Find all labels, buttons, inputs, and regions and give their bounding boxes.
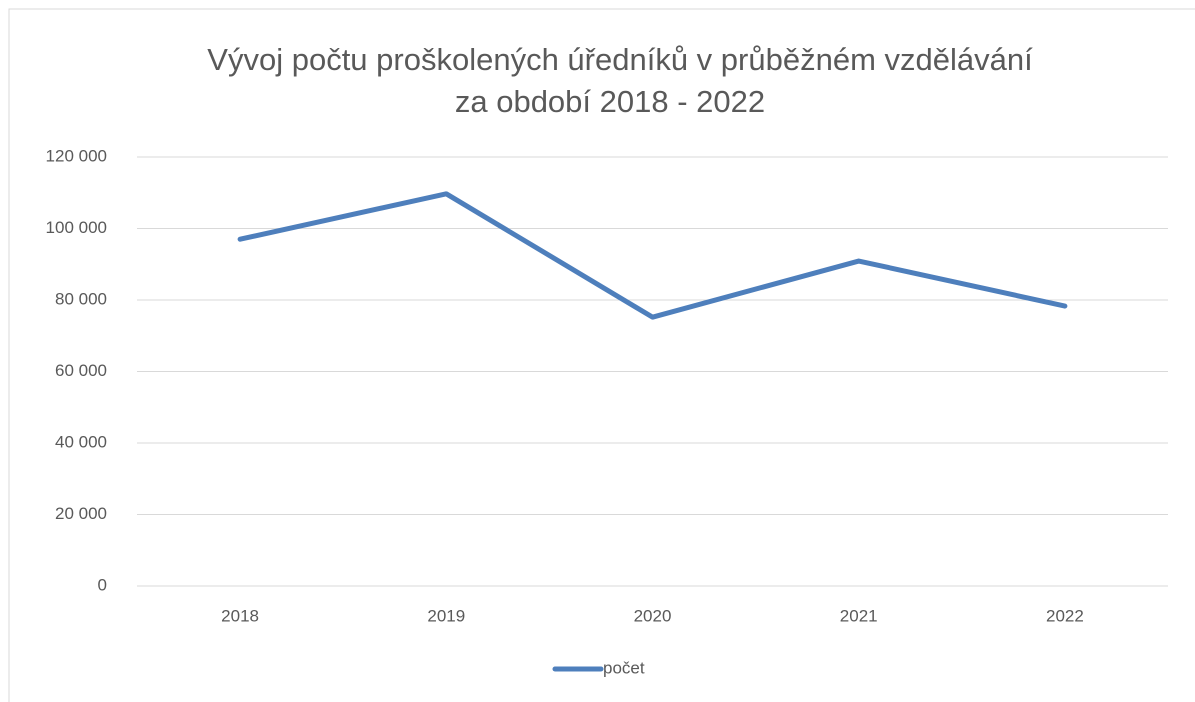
y-tick-label: 20 000 [55,504,107,523]
chart-title: za období 2018 - 2022 [455,84,765,119]
y-tick-label: 60 000 [55,361,107,380]
legend-label: počet [603,658,645,677]
chart-border [8,8,1195,702]
y-tick-label: 100 000 [46,218,107,237]
x-tick-label: 2020 [634,606,672,625]
series-line [237,191,1068,320]
y-tick-label: 0 [98,575,107,594]
x-tick-label: 2019 [427,606,465,625]
x-tick-label: 2018 [221,606,259,625]
y-tick-label: 120 000 [46,146,107,165]
x-tick-label: 2022 [1046,606,1084,625]
chart-title: Vývoj počtu proškolených úředníků v průb… [207,42,1033,77]
x-tick-label: 2021 [840,606,878,625]
y-tick-label: 80 000 [55,289,107,308]
y-tick-label: 40 000 [55,432,107,451]
